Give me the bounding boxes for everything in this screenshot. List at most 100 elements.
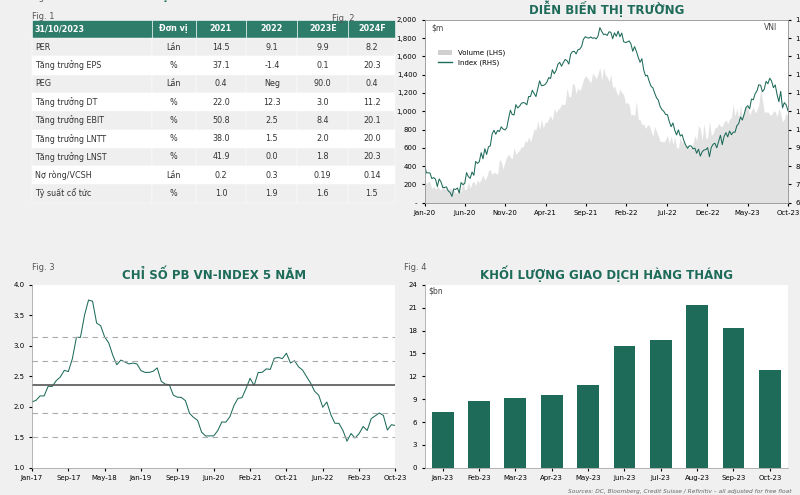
Text: Fig. 1: Fig. 1 <box>32 12 54 21</box>
Text: $bn: $bn <box>428 287 442 296</box>
Text: 0.1: 0.1 <box>317 61 329 70</box>
Text: PER: PER <box>35 43 50 51</box>
FancyBboxPatch shape <box>195 93 246 111</box>
Text: Tăng trưởng DT: Tăng trưởng DT <box>35 97 98 107</box>
Text: 38.0: 38.0 <box>212 134 230 143</box>
FancyBboxPatch shape <box>246 56 298 75</box>
FancyBboxPatch shape <box>348 20 395 38</box>
Text: VNI: VNI <box>764 23 777 33</box>
FancyBboxPatch shape <box>348 75 395 93</box>
Text: %: % <box>170 98 178 106</box>
Text: 20.3: 20.3 <box>363 61 381 70</box>
Text: Lần: Lần <box>166 171 181 180</box>
FancyBboxPatch shape <box>298 93 348 111</box>
FancyBboxPatch shape <box>348 184 395 202</box>
Text: 2024F: 2024F <box>358 24 386 34</box>
FancyBboxPatch shape <box>246 130 298 148</box>
Bar <box>432 412 454 468</box>
Text: Tăng trưởng LNTT: Tăng trưởng LNTT <box>35 134 106 144</box>
Text: 2022: 2022 <box>261 24 283 34</box>
FancyBboxPatch shape <box>195 38 246 56</box>
Text: 14.5: 14.5 <box>212 43 230 51</box>
FancyBboxPatch shape <box>298 130 348 148</box>
Text: Nợ ròng/VCSH: Nợ ròng/VCSH <box>35 170 91 180</box>
Text: 9.9: 9.9 <box>316 43 329 51</box>
Text: Lần: Lần <box>166 43 181 51</box>
FancyBboxPatch shape <box>195 20 246 38</box>
Text: 11.2: 11.2 <box>363 98 381 106</box>
Bar <box>614 346 635 468</box>
Text: 2.0: 2.0 <box>317 134 329 143</box>
Text: 12.3: 12.3 <box>263 98 281 106</box>
Text: Tăng trưởng EBIT: Tăng trưởng EBIT <box>35 115 104 125</box>
FancyBboxPatch shape <box>298 75 348 93</box>
Text: 3.0: 3.0 <box>317 98 329 106</box>
FancyBboxPatch shape <box>246 166 298 184</box>
FancyBboxPatch shape <box>32 130 152 148</box>
Text: 0.0: 0.0 <box>266 152 278 161</box>
FancyBboxPatch shape <box>298 148 348 166</box>
Text: 0.19: 0.19 <box>314 171 331 180</box>
Title: DIỄN BIẾN THỊ TRƯỜNG: DIỄN BIẾN THỊ TRƯỜNG <box>529 0 684 17</box>
FancyBboxPatch shape <box>195 130 246 148</box>
Text: 0.4: 0.4 <box>214 79 227 88</box>
Bar <box>505 398 526 468</box>
Text: 1.5: 1.5 <box>266 134 278 143</box>
Text: %: % <box>170 189 178 198</box>
FancyBboxPatch shape <box>298 166 348 184</box>
FancyBboxPatch shape <box>152 148 195 166</box>
FancyBboxPatch shape <box>246 20 298 38</box>
Bar <box>759 370 781 468</box>
FancyBboxPatch shape <box>152 184 195 202</box>
FancyBboxPatch shape <box>152 166 195 184</box>
FancyBboxPatch shape <box>195 166 246 184</box>
Title: KHỐI LƯỢNG GIAO DỊCH HÀNG THÁNG: KHỐI LƯỢNG GIAO DỊCH HÀNG THÁNG <box>480 266 733 282</box>
FancyBboxPatch shape <box>32 20 152 38</box>
Text: %: % <box>170 134 178 143</box>
Text: 20.1: 20.1 <box>363 116 381 125</box>
FancyBboxPatch shape <box>195 148 246 166</box>
Bar <box>541 396 562 468</box>
Text: 31/10/2023: 31/10/2023 <box>35 24 85 34</box>
FancyBboxPatch shape <box>246 38 298 56</box>
FancyBboxPatch shape <box>152 75 195 93</box>
FancyBboxPatch shape <box>298 184 348 202</box>
Text: 90.0: 90.0 <box>314 79 331 88</box>
Text: Neg: Neg <box>264 79 280 88</box>
FancyBboxPatch shape <box>195 75 246 93</box>
Bar <box>468 401 490 468</box>
Text: Fig. 1: Fig. 1 <box>32 0 54 1</box>
FancyBboxPatch shape <box>246 111 298 130</box>
Text: 1.0: 1.0 <box>214 189 227 198</box>
Text: 20.0: 20.0 <box>363 134 381 143</box>
FancyBboxPatch shape <box>32 148 152 166</box>
Text: 1.5: 1.5 <box>366 189 378 198</box>
FancyBboxPatch shape <box>348 93 395 111</box>
Text: 1.8: 1.8 <box>317 152 329 161</box>
FancyBboxPatch shape <box>348 130 395 148</box>
Text: Tăng trưởng LNST: Tăng trưởng LNST <box>35 152 106 162</box>
Text: 50.8: 50.8 <box>212 116 230 125</box>
Text: 37.1: 37.1 <box>212 61 230 70</box>
Bar <box>686 305 708 468</box>
FancyBboxPatch shape <box>32 56 152 75</box>
FancyBboxPatch shape <box>32 166 152 184</box>
Text: 2.5: 2.5 <box>266 116 278 125</box>
Text: 2021: 2021 <box>210 24 232 34</box>
FancyBboxPatch shape <box>246 75 298 93</box>
Bar <box>577 386 599 468</box>
Text: 1.6: 1.6 <box>317 189 329 198</box>
Title: CHỈ SỐ PB VN-INDEX 5 NĂM: CHỈ SỐ PB VN-INDEX 5 NĂM <box>122 269 306 282</box>
Text: 0.3: 0.3 <box>266 171 278 180</box>
FancyBboxPatch shape <box>348 38 395 56</box>
FancyBboxPatch shape <box>348 111 395 130</box>
Text: -1.4: -1.4 <box>264 61 279 70</box>
Text: Đơn vị: Đơn vị <box>159 24 188 34</box>
FancyBboxPatch shape <box>195 56 246 75</box>
Text: Tăng trưởng EPS: Tăng trưởng EPS <box>35 60 102 70</box>
FancyBboxPatch shape <box>152 111 195 130</box>
Text: PEG: PEG <box>35 79 51 88</box>
Text: 41.9: 41.9 <box>212 152 230 161</box>
FancyBboxPatch shape <box>246 148 298 166</box>
FancyBboxPatch shape <box>298 111 348 130</box>
